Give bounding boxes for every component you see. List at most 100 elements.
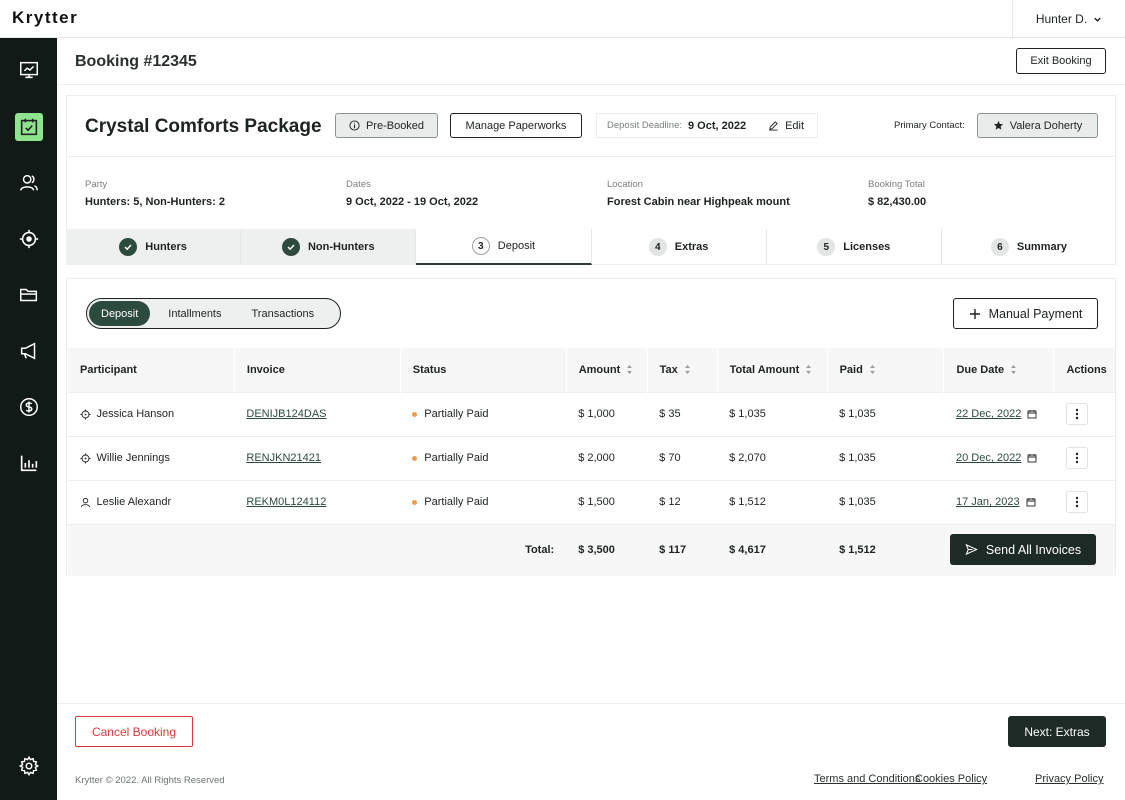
edit-deadline-button[interactable]: Edit (768, 120, 804, 132)
step-hunters[interactable]: Hunters (66, 229, 242, 265)
participant-name: Willie Jennings (96, 452, 170, 464)
status-cell: Partially Paid (400, 479, 567, 524)
col-paid[interactable]: Paid (826, 348, 944, 392)
due-date-cell[interactable]: 17 Jan, 2023 (943, 479, 1054, 524)
exit-booking-button[interactable]: Exit Booking (1016, 48, 1106, 74)
booking-stepper: Hunters Non-Hunters 3 Deposit 4 Extras 5… (66, 229, 1116, 265)
totals-label: Total: (67, 523, 567, 576)
gear-icon[interactable] (15, 752, 43, 780)
col-amount[interactable]: Amount (565, 348, 648, 392)
col-status: Status (399, 348, 567, 392)
party-value: Hunters: 5, Non-Hunters: 2 (85, 196, 225, 208)
step-label: Hunters (145, 241, 187, 253)
status-cell: Partially Paid (400, 435, 567, 480)
row-actions-button[interactable] (1065, 447, 1088, 469)
manage-paperworks-button[interactable]: Manage Paperworks (450, 113, 582, 138)
step-licenses[interactable]: 5 Licenses (767, 229, 942, 265)
calendar-icon[interactable] (1026, 497, 1036, 507)
status-text: Partially Paid (424, 408, 489, 420)
send-all-invoices-button[interactable]: Send All Invoices (950, 534, 1096, 565)
sort-icon (627, 365, 633, 375)
bar-chart-icon[interactable] (15, 449, 43, 477)
due-date-cell[interactable]: 20 Dec, 2022 (943, 435, 1054, 480)
primary-contact-label: Primary Contact: (894, 120, 965, 131)
cookies-link[interactable]: Cookies Policy (915, 773, 988, 785)
col-total[interactable]: Total Amount (716, 348, 828, 392)
manual-payment-button[interactable]: Manual Payment (953, 298, 1098, 329)
user-menu[interactable]: Hunter D. (1012, 0, 1125, 38)
col-due[interactable]: Due Date (943, 348, 1054, 392)
step-extras[interactable]: 4 Extras (592, 229, 767, 265)
status-dot (412, 499, 418, 505)
deadline-label: Deposit Deadline: (607, 120, 682, 131)
dashboard-icon[interactable] (15, 56, 43, 84)
step-deposit[interactable]: 3 Deposit (416, 229, 592, 265)
sort-icon (684, 365, 690, 375)
status-badge[interactable]: Pre-Booked (335, 113, 438, 138)
row-actions-button[interactable] (1065, 491, 1088, 513)
privacy-link[interactable]: Privacy Policy (1035, 773, 1104, 785)
kebab-icon (1075, 408, 1079, 420)
due-date[interactable]: 17 Jan, 2023 (955, 496, 1020, 508)
participant-name: Leslie Alexandr (96, 496, 172, 508)
check-icon (281, 238, 300, 256)
col-actions: Actions (1053, 348, 1115, 392)
users-icon[interactable] (15, 169, 43, 197)
top-bar: Krytter Hunter D. (0, 0, 1125, 38)
totals-row: Total: $ 3,500 $ 117 $ 4,617 $ 1,512 (67, 523, 1115, 576)
deadline-value: 9 Oct, 2022 (688, 119, 747, 132)
totals-tax: $ 117 (647, 523, 718, 576)
subtab-transactions[interactable]: Transactions (251, 307, 315, 320)
invoice-link[interactable]: RENJKN21421 (246, 452, 321, 464)
participant-cell: Jessica Hanson (67, 391, 235, 436)
amount-cell: $ 2,000 (566, 435, 648, 480)
calendar-icon[interactable] (1027, 453, 1037, 463)
col-invoice: Invoice (233, 348, 401, 392)
cancel-booking-button[interactable]: Cancel Booking (75, 716, 193, 747)
calendar-check-icon[interactable] (15, 113, 43, 141)
due-date[interactable]: 20 Dec, 2022 (955, 452, 1022, 464)
col-due-label: Due Date (956, 363, 1005, 376)
crosshair-icon[interactable] (15, 225, 43, 253)
next-extras-button[interactable]: Next: Extras (1008, 716, 1106, 747)
plus-icon (969, 308, 980, 319)
page-title: Booking #12345 (75, 53, 197, 70)
step-number: 3 (471, 237, 490, 255)
due-date-cell[interactable]: 22 Dec, 2022 (943, 391, 1054, 436)
sort-icon (1011, 365, 1017, 375)
folder-icon[interactable] (15, 281, 43, 309)
row-actions-button[interactable] (1065, 403, 1088, 425)
table-row: Jessica Hanson DENIJB124DAS Partially Pa… (67, 391, 1115, 436)
tax-cell: $ 12 (647, 479, 718, 524)
total-cell: $ 1,512 (717, 479, 828, 524)
paid-cell: $ 1,035 (827, 435, 944, 480)
step-non-hunters[interactable]: Non-Hunters (241, 229, 417, 265)
invoice-link[interactable]: DENIJB124DAS (246, 408, 327, 420)
paid-cell: $ 1,035 (827, 479, 944, 524)
col-tax[interactable]: Tax (646, 348, 718, 392)
participant-name: Jessica Hanson (96, 408, 175, 420)
subtab-deposit[interactable]: Deposit (89, 301, 151, 326)
participant-cell: Willie Jennings (67, 435, 235, 480)
step-number: 4 (648, 238, 667, 256)
primary-contact-button[interactable]: Valera Doherty (977, 113, 1098, 138)
invoice-link[interactable]: REKM0L124112 (246, 496, 327, 508)
crosshair-icon (79, 409, 91, 420)
deposit-panel: Deposit Intallments Transactions Manual … (66, 278, 1116, 576)
participant-cell: Leslie Alexandr (67, 479, 235, 524)
send-all-label: Send All Invoices (985, 542, 1082, 557)
kebab-icon (1075, 452, 1079, 464)
copyright: Krytter © 2022. All Rights Reserved (75, 775, 225, 786)
info-icon (349, 120, 360, 131)
tax-cell: $ 70 (647, 435, 718, 480)
terms-link[interactable]: Terms and Conditions (814, 773, 921, 785)
megaphone-icon[interactable] (15, 337, 43, 365)
due-date[interactable]: 22 Dec, 2022 (955, 408, 1022, 420)
dates-value: 9 Oct, 2022 - 19 Oct, 2022 (346, 196, 479, 208)
deposit-deadline: Deposit Deadline: 9 Oct, 2022 Edit (596, 113, 818, 138)
step-summary[interactable]: 6 Summary (942, 229, 1116, 265)
subtab-installments[interactable]: Intallments (168, 307, 222, 320)
col-amount-label: Amount (578, 363, 621, 376)
dollar-icon[interactable] (15, 393, 43, 421)
calendar-icon[interactable] (1027, 409, 1037, 419)
